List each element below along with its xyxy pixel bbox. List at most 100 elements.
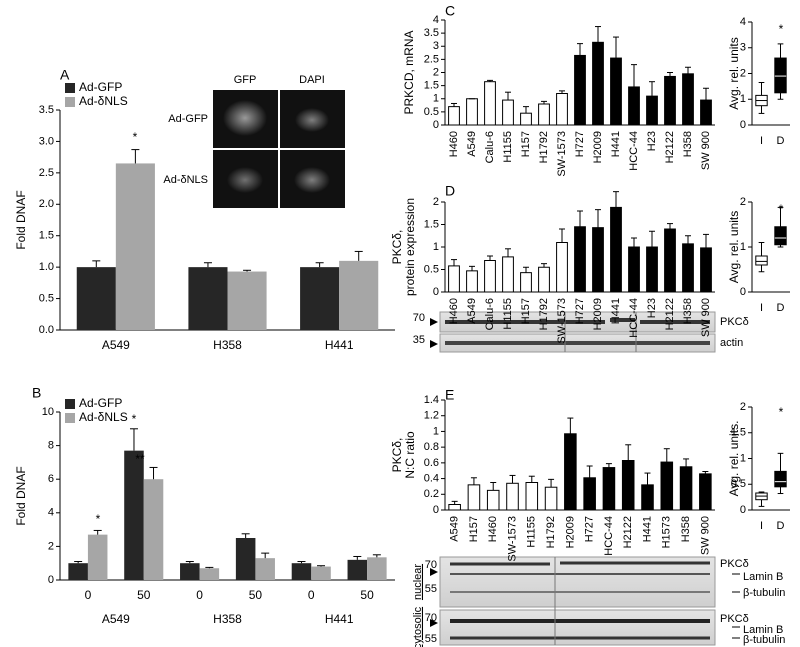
y-tick-label: 1 bbox=[433, 93, 439, 105]
y-tick-label: 0 bbox=[433, 504, 439, 516]
x-tick-label: H2009 bbox=[564, 516, 576, 548]
bar bbox=[448, 106, 460, 126]
x-tick-label: HCC-44 bbox=[603, 516, 615, 556]
blot-band: actin bbox=[720, 337, 743, 349]
bar bbox=[143, 479, 164, 580]
x-tick-label: Calu-6 bbox=[484, 131, 496, 163]
micrograph-column: GFP bbox=[234, 74, 257, 86]
group-label: H441 bbox=[325, 612, 354, 626]
x-tick-label: H460 bbox=[448, 298, 460, 324]
x-tick-label: 50 bbox=[249, 588, 263, 602]
legend-swatch bbox=[65, 97, 75, 107]
bar bbox=[664, 228, 676, 293]
panel-letter: B bbox=[32, 385, 41, 401]
western-blot bbox=[430, 556, 740, 646]
x-tick-label: H2009 bbox=[592, 298, 604, 330]
bar bbox=[124, 450, 144, 580]
bar bbox=[235, 538, 256, 580]
x-tick-label: A549 bbox=[466, 131, 478, 157]
bar bbox=[339, 260, 379, 330]
box bbox=[774, 470, 787, 488]
bar bbox=[484, 81, 496, 126]
y-tick-label: 3 bbox=[740, 42, 746, 54]
bar bbox=[467, 484, 481, 511]
blot-band: PKCδ bbox=[720, 613, 749, 625]
group-label: H358 bbox=[213, 612, 242, 626]
legend-swatch bbox=[65, 83, 75, 93]
annotation: * bbox=[96, 512, 101, 526]
y-tick-label: 4 bbox=[740, 16, 746, 28]
y-tick-label: 3.5 bbox=[424, 27, 439, 39]
y-tick-label: 1 bbox=[740, 241, 746, 253]
y-tick-label: 4 bbox=[48, 507, 54, 519]
y-axis-label: PKCδ, bbox=[390, 230, 404, 265]
blot-marker: 70 bbox=[425, 612, 437, 624]
blot-marker: 70 bbox=[413, 312, 425, 324]
y-tick-label: 2.5 bbox=[39, 167, 54, 179]
bar bbox=[347, 559, 368, 580]
y-tick-label: 2 bbox=[433, 66, 439, 78]
blot-band: β-tubulin bbox=[743, 587, 785, 599]
annotation: ** bbox=[135, 452, 145, 466]
x-tick-label: H1792 bbox=[538, 131, 550, 163]
x-tick-label: D bbox=[777, 135, 785, 147]
bar bbox=[300, 267, 340, 330]
annotation: * bbox=[779, 405, 784, 419]
bar bbox=[646, 246, 658, 293]
x-tick-label: H2122 bbox=[622, 516, 634, 548]
bar bbox=[484, 260, 496, 293]
bar bbox=[87, 534, 108, 580]
x-tick-label: H460 bbox=[448, 131, 460, 157]
x-tick-label: SW-1573 bbox=[556, 131, 568, 177]
y-tick-label: 8 bbox=[48, 440, 54, 452]
y-tick-label: 1.0 bbox=[39, 261, 54, 273]
x-tick-label: H1155 bbox=[502, 298, 514, 330]
blot-marker: 55 bbox=[425, 583, 437, 595]
bar bbox=[641, 484, 654, 511]
x-tick-label: HCC-44 bbox=[628, 131, 640, 171]
y-tick-label: 0 bbox=[48, 574, 54, 586]
blot-marker: 55 bbox=[425, 633, 437, 645]
y-tick-label: 0 bbox=[740, 504, 746, 516]
bar bbox=[682, 243, 694, 293]
blot-marker: 70 bbox=[425, 559, 437, 571]
box bbox=[774, 57, 787, 94]
bar bbox=[502, 99, 514, 126]
y-tick-label: 4 bbox=[433, 14, 439, 26]
bar bbox=[448, 265, 460, 293]
x-tick-label: A549 bbox=[449, 516, 461, 542]
y-axis-label: PKCδ, bbox=[390, 438, 404, 473]
x-tick-label: SW 900 bbox=[700, 131, 712, 170]
x-tick-label: H358 bbox=[213, 338, 242, 352]
y-axis-label: Avg. rel. units bbox=[727, 37, 741, 109]
x-tick-label: H157 bbox=[520, 131, 532, 157]
y-tick-label: 0.5 bbox=[731, 478, 746, 490]
x-tick-label: H441 bbox=[610, 131, 622, 157]
legend-label: Ad-δNLS bbox=[79, 410, 128, 424]
x-tick-label: H1155 bbox=[526, 516, 538, 548]
micrograph-column: DAPI bbox=[299, 74, 325, 86]
x-tick-label: I bbox=[760, 302, 763, 314]
x-tick-label: SW 900 bbox=[699, 516, 711, 555]
bar bbox=[227, 271, 267, 330]
annotation: * bbox=[132, 412, 137, 426]
x-tick-label: H157 bbox=[520, 298, 532, 324]
bar bbox=[682, 73, 694, 126]
y-tick-label: 1 bbox=[433, 241, 439, 253]
x-tick-label: 0 bbox=[308, 588, 315, 602]
blot-band: PKCδ bbox=[720, 558, 749, 570]
bar bbox=[180, 563, 200, 580]
bar bbox=[466, 270, 478, 293]
x-tick-label: Calu-6 bbox=[484, 298, 496, 330]
box bbox=[755, 255, 768, 266]
x-tick-label: H727 bbox=[574, 131, 586, 157]
x-tick-label: SW 900 bbox=[700, 298, 712, 337]
y-tick-label: 10 bbox=[42, 406, 54, 418]
bar bbox=[188, 267, 228, 330]
bar bbox=[199, 568, 220, 580]
bar bbox=[592, 41, 604, 126]
y-tick-label: 2 bbox=[740, 67, 746, 79]
y-axis-label: Fold DNAF bbox=[14, 466, 28, 525]
y-tick-label: 0 bbox=[740, 119, 746, 131]
bar bbox=[68, 563, 88, 580]
